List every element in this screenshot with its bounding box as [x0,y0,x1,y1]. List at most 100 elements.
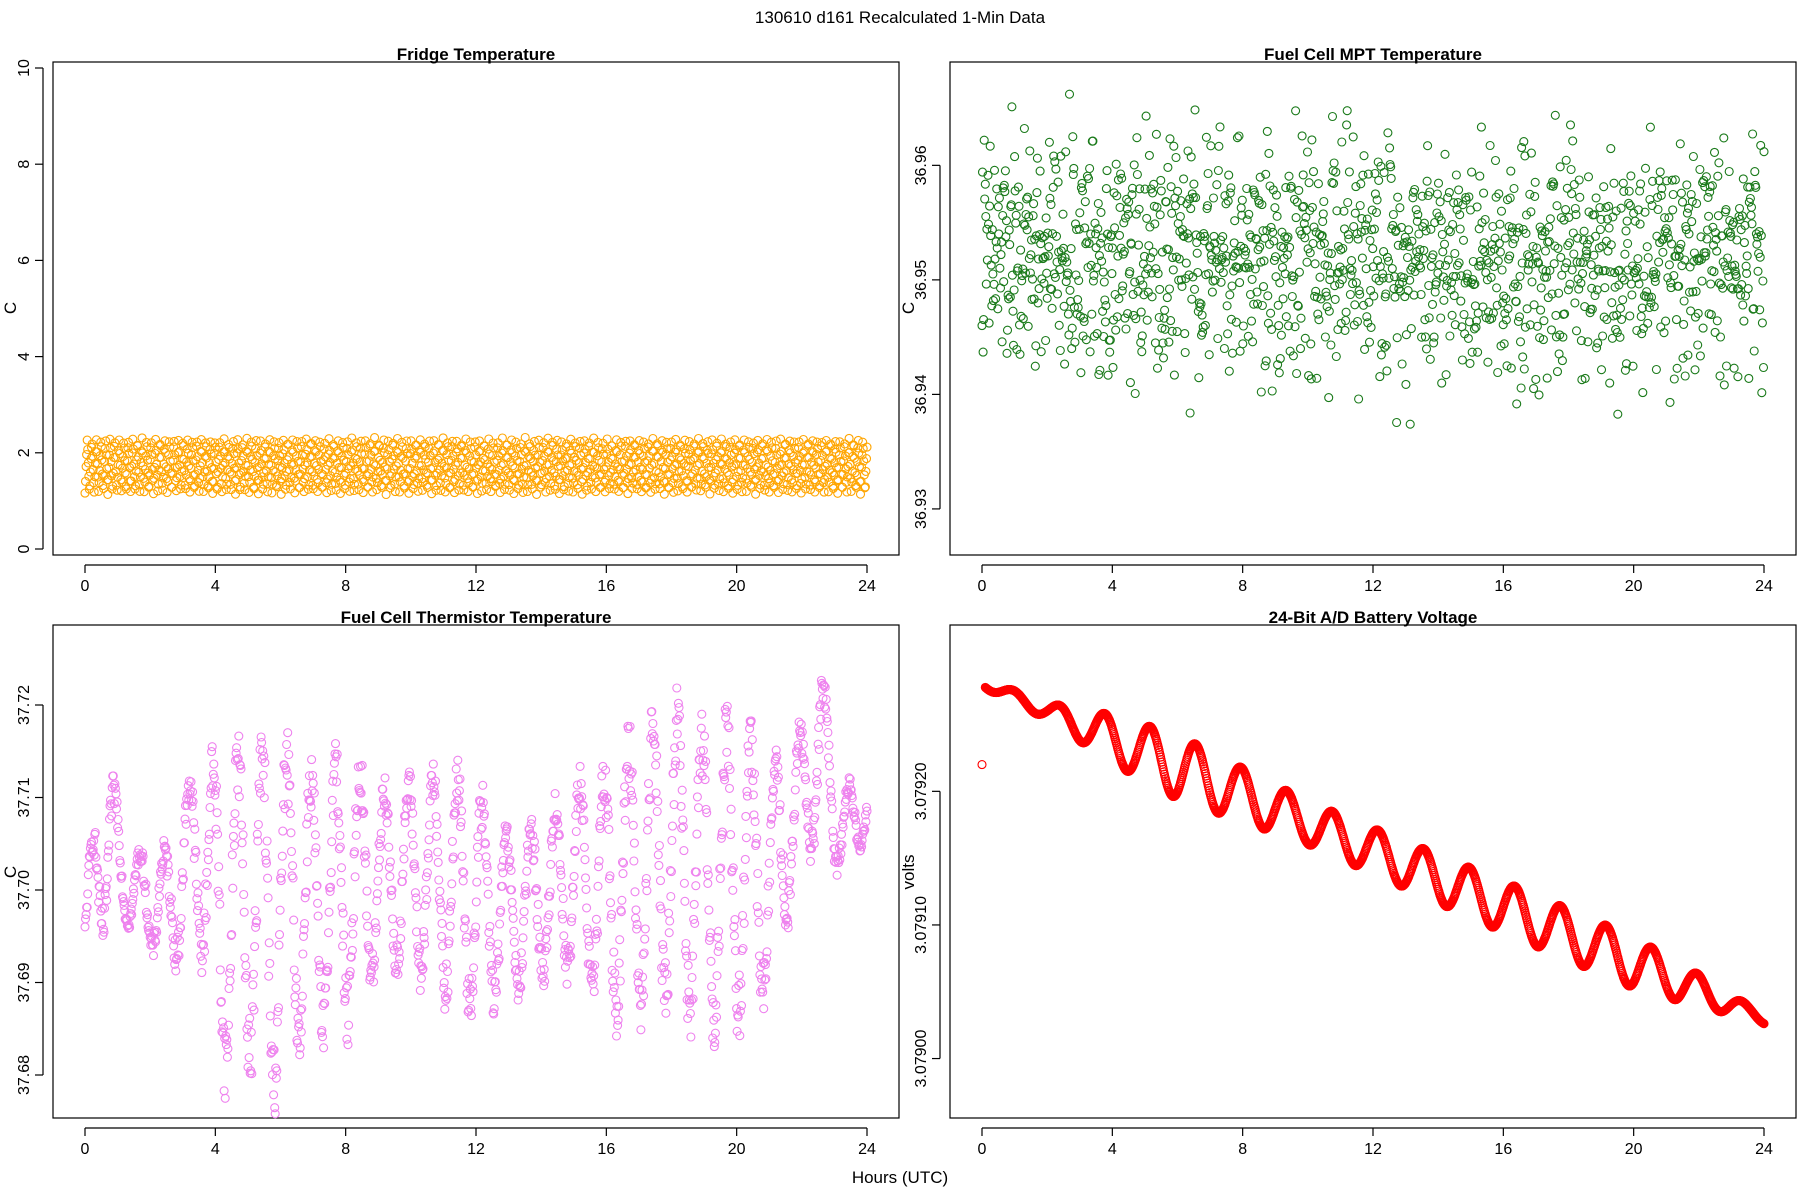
data-point [228,851,236,859]
data-point [1456,225,1464,233]
data-point [1205,270,1213,278]
data-point [1446,332,1454,340]
x-tick-label: 8 [341,578,350,595]
data-point [1412,206,1420,214]
data-point [1558,357,1566,365]
data-point [1216,123,1224,131]
data-point [433,820,441,828]
data-point [498,434,506,442]
data-point [309,779,317,787]
y-tick-label: 37.68 [16,1055,33,1095]
data-point [1152,265,1160,273]
data-point [666,917,674,925]
data-point [753,834,761,842]
data-point [284,440,292,448]
data-point [1563,259,1571,267]
data-point [1170,371,1178,379]
data-point [1181,349,1189,357]
data-point [1138,348,1146,356]
data-point [84,890,92,898]
data-point [225,1021,233,1029]
data-point [735,971,743,979]
data-point [1694,341,1702,349]
data-point [1279,295,1287,303]
data-point [1166,135,1174,143]
data-point [484,877,492,885]
data-point [328,838,336,846]
data-point [1106,348,1114,356]
data-point [335,819,343,827]
data-point [98,920,106,928]
data-point [520,908,528,916]
panel-fridge: Fridge Temperature C 0 4 8 12 16 20 240246810 [1,45,899,595]
data-point [482,853,490,861]
data-point [510,927,518,935]
data-point [558,884,566,892]
data-point [328,796,336,804]
data-point [1011,153,1019,161]
data-point [1338,138,1346,146]
data-point [1164,163,1172,171]
data-point [1054,178,1062,186]
data-point [1097,239,1105,247]
panel-mpt: Fuel Cell MPT Temperature C 0 4 8 12 16 20 243… [899,45,1796,595]
data-point [592,915,600,923]
data-point [376,856,384,864]
data-point [1112,160,1120,168]
data-point [1244,332,1252,340]
data-point [433,832,441,840]
data-point [1359,171,1367,179]
data-point [1626,202,1634,210]
data-point [824,729,832,737]
data-point [1243,216,1251,224]
data-point [781,903,789,911]
data-point [1519,353,1527,361]
data-point [390,929,398,937]
data-point [1069,133,1077,141]
data-point [1477,123,1485,131]
data-point [1210,194,1218,202]
data-point [290,916,298,924]
data-point [1319,218,1327,226]
panel-battery: 24-Bit A/D Battery Voltage volts 0 4 8 12 16… [899,608,1796,1158]
data-point [1262,357,1270,365]
data-point [1482,269,1490,277]
data-point [1460,311,1468,319]
data-point [559,895,567,903]
data-point [1624,240,1632,248]
data-point [1126,379,1134,387]
data-point [1567,166,1575,174]
data-point [1606,379,1614,387]
data-point [1292,214,1300,222]
data-point [844,462,852,470]
data-point [254,821,262,829]
data-point [989,297,997,305]
data-point [1507,167,1515,175]
data-point [1343,107,1351,115]
data-point [1501,234,1509,242]
data-point [663,970,671,978]
data-point [227,964,235,972]
data-point [1445,188,1453,196]
data-point [1256,243,1264,251]
data-point [1231,217,1239,225]
data-point [1056,266,1064,274]
data-point [1319,210,1327,218]
data-point [807,857,815,865]
data-point [697,724,705,732]
data-point [1587,261,1595,269]
data-point [581,856,589,864]
data-point [1081,224,1089,232]
data-point [1691,366,1699,374]
data-point [294,1014,302,1022]
data-point [1433,190,1441,198]
data-point [1303,258,1311,266]
data-point [1299,171,1307,179]
data-point [1698,277,1706,285]
data-point [1424,142,1432,150]
data-point [1344,199,1352,207]
data-point [1736,205,1744,213]
data-point [1520,365,1528,373]
data-point [109,772,117,780]
data-point [1393,419,1401,427]
